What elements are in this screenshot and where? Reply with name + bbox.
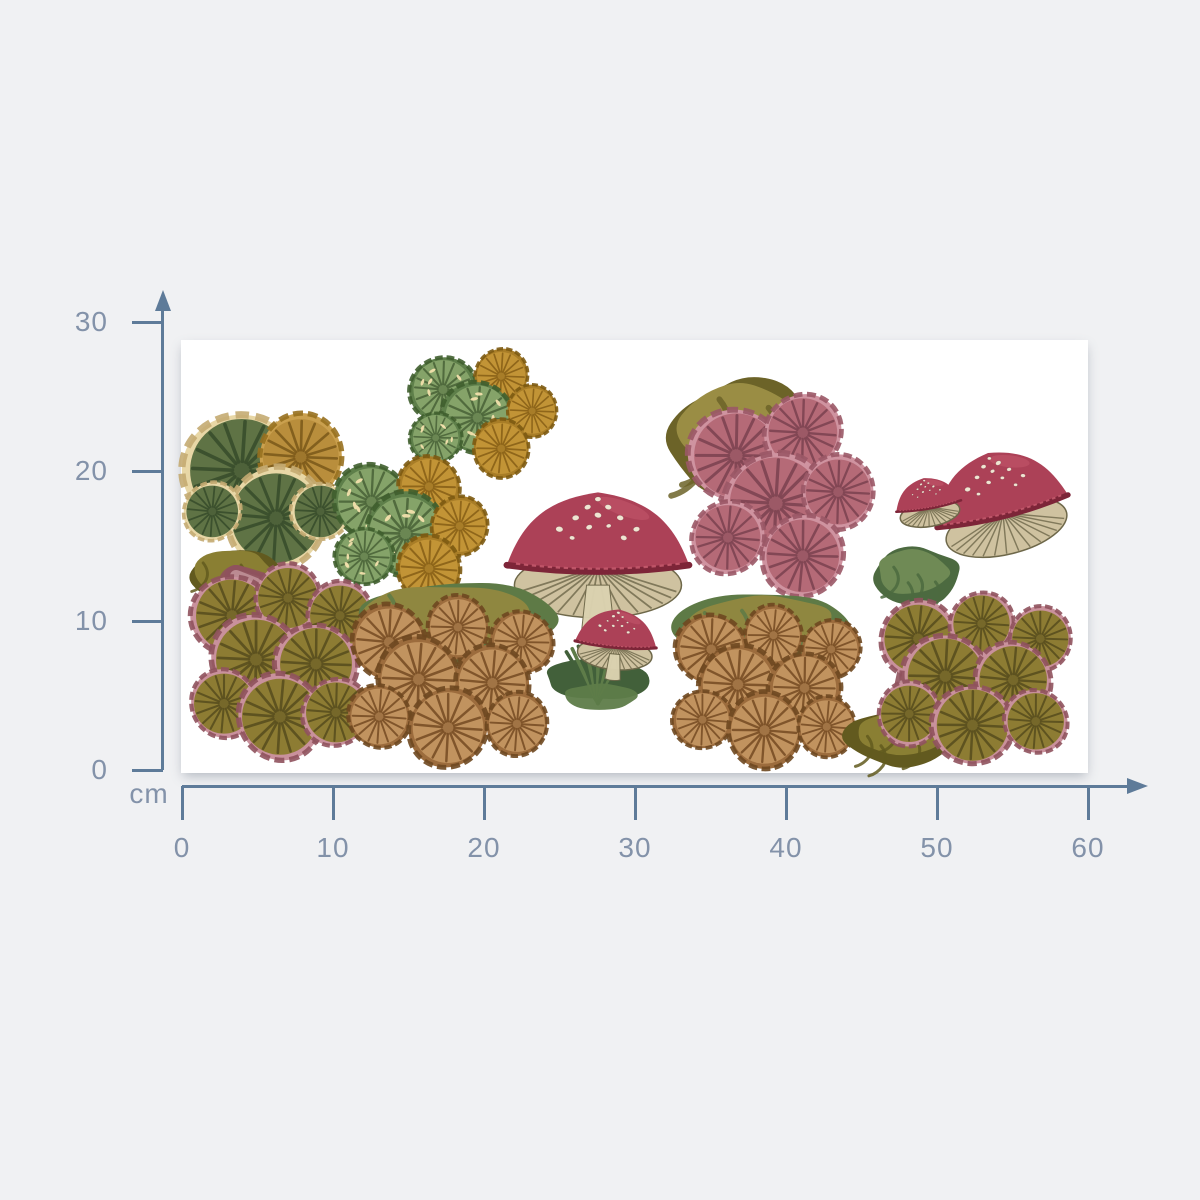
x-axis-tick [785, 786, 788, 820]
y-axis-tick-label: 0 [91, 754, 108, 785]
x-axis-tick-label: 10 [316, 832, 350, 863]
x-axis-tick [483, 786, 486, 820]
mushroom-cluster-green-gold-caps-top [407, 346, 559, 480]
x-axis-tick-label: 60 [1071, 832, 1105, 863]
x-axis-tick [181, 786, 184, 820]
mushroom-cluster-fly-agaric-right [873, 452, 1071, 615]
axis-unit-label: cm [129, 778, 169, 809]
y-axis-tick [132, 470, 163, 474]
mushroom-cluster-pink-gilled-bottom-left [187, 550, 375, 764]
x-axis-tick [332, 786, 335, 820]
x-axis-tick-label: 0 [173, 832, 191, 863]
y-axis-line [161, 308, 164, 770]
x-axis-arrow-icon [1127, 778, 1148, 794]
x-axis-tick-label: 40 [769, 832, 803, 863]
x-axis-tick-label: 50 [920, 832, 954, 863]
mushroom-cluster-green-oyster-top-left [178, 410, 353, 573]
x-axis-tick [1087, 786, 1090, 820]
x-axis-tick [634, 786, 637, 820]
x-axis-tick [936, 786, 939, 820]
y-axis-arrow-icon [155, 290, 171, 311]
y-axis-tick [132, 769, 163, 772]
mushroom-cluster-green-gold-caps-mid [331, 454, 490, 604]
mushroom-cluster-brown-shelf-bottom-right [669, 594, 863, 772]
y-axis-tick-label: 20 [74, 455, 108, 487]
x-axis-tick-label: 20 [467, 832, 501, 863]
y-axis-tick [132, 321, 163, 324]
mushroom-cluster-fly-agaric-center [503, 492, 693, 710]
mushroom-cluster-brown-shelf-bottom-left [346, 583, 559, 770]
y-axis-tick-label: 10 [74, 604, 108, 636]
mushroom-cluster-pink-trumpets-moss [665, 377, 876, 600]
x-axis-line [182, 785, 1128, 788]
mushroom-cluster-pink-gilled-bottom-right [842, 590, 1073, 778]
y-axis-tick [132, 619, 163, 623]
y-axis-tick-label: 30 [74, 306, 108, 337]
x-axis-tick-label: 30 [618, 832, 652, 863]
